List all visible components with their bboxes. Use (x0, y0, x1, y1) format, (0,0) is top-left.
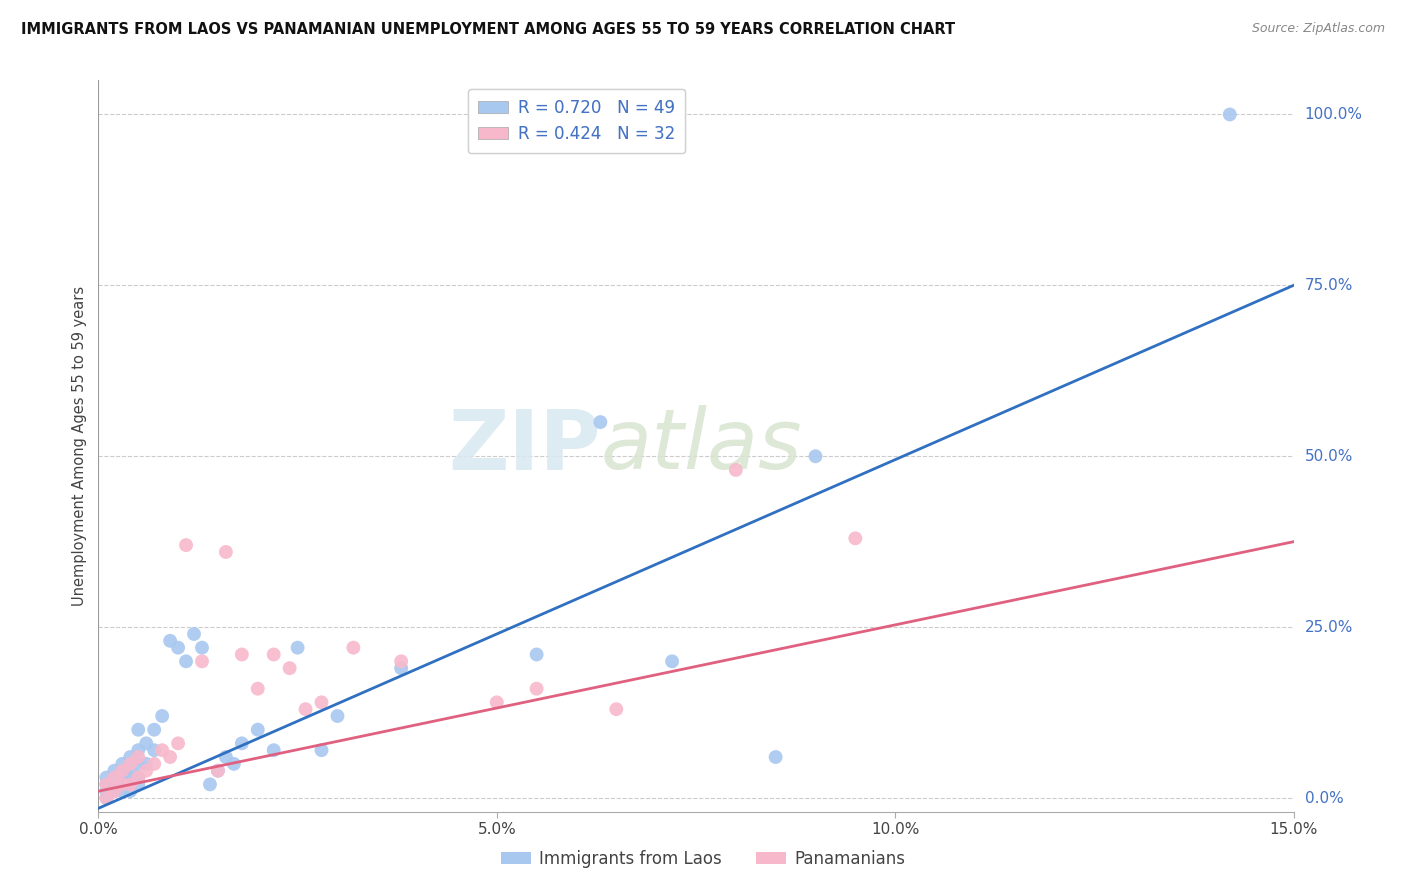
Text: 50.0%: 50.0% (1305, 449, 1353, 464)
Point (120, 764, 142, 778)
Point (127, 756, 149, 771)
Point (127, 743, 149, 757)
Point (135, 764, 157, 778)
Point (605, 702, 627, 716)
Legend: R = 0.720   N = 49, R = 0.424   N = 32: R = 0.720 N = 49, R = 0.424 N = 32 (468, 88, 685, 153)
Point (174, 538, 197, 552)
Text: ZIP: ZIP (449, 406, 600, 486)
Point (127, 771, 149, 785)
Point (246, 681, 269, 696)
Text: atlas: atlas (600, 406, 801, 486)
Point (120, 771, 142, 785)
Point (120, 777, 142, 791)
Point (765, 750, 787, 764)
Point (389, 661, 412, 675)
Point (174, 654, 197, 668)
Point (96, 791, 118, 805)
Point (96, 771, 118, 785)
Point (127, 723, 149, 737)
Point (111, 764, 134, 778)
Point (661, 654, 683, 668)
Point (222, 756, 245, 771)
Point (215, 750, 238, 764)
Point (231, 648, 253, 662)
Point (311, 695, 333, 709)
Point (278, 661, 301, 675)
Point (167, 736, 190, 750)
Y-axis label: Unemployment Among Ages 55 to 59 years: Unemployment Among Ages 55 to 59 years (72, 286, 87, 606)
Point (96, 791, 118, 805)
Point (263, 743, 285, 757)
Legend: Immigrants from Laos, Panamanians: Immigrants from Laos, Panamanians (495, 844, 911, 875)
Point (120, 756, 142, 771)
Point (111, 777, 134, 791)
Point (263, 648, 285, 662)
Point (111, 771, 134, 785)
Point (96, 784, 118, 798)
Text: 100.0%: 100.0% (1305, 107, 1362, 122)
Point (724, 463, 747, 477)
Point (120, 784, 142, 798)
Text: 25.0%: 25.0% (1305, 620, 1353, 634)
Point (111, 784, 134, 798)
Point (150, 709, 173, 723)
Point (526, 648, 548, 662)
Point (485, 695, 508, 709)
Point (103, 771, 125, 785)
Point (231, 736, 253, 750)
Point (167, 640, 190, 655)
Point (311, 743, 333, 757)
Point (127, 777, 149, 791)
Point (127, 750, 149, 764)
Point (143, 756, 166, 771)
Point (143, 743, 166, 757)
Point (287, 640, 309, 655)
Point (103, 771, 125, 785)
Point (526, 681, 548, 696)
Text: 0.0%: 0.0% (1305, 790, 1343, 805)
Point (135, 736, 157, 750)
Point (191, 654, 214, 668)
Point (246, 723, 269, 737)
Text: Source: ZipAtlas.com: Source: ZipAtlas.com (1251, 22, 1385, 36)
Point (389, 654, 412, 668)
Point (198, 777, 221, 791)
Point (111, 777, 134, 791)
Point (103, 777, 125, 791)
Point (120, 750, 142, 764)
Point (135, 756, 157, 771)
Point (103, 764, 125, 778)
Point (589, 415, 612, 429)
Point (342, 640, 364, 655)
Point (844, 531, 866, 545)
Point (804, 449, 827, 463)
Point (207, 764, 229, 778)
Point (150, 743, 173, 757)
Text: IMMIGRANTS FROM LAOS VS PANAMANIAN UNEMPLOYMENT AMONG AGES 55 TO 59 YEARS CORREL: IMMIGRANTS FROM LAOS VS PANAMANIAN UNEMP… (21, 22, 955, 37)
Point (159, 750, 181, 764)
Point (207, 764, 229, 778)
Point (111, 756, 134, 771)
Point (103, 784, 125, 798)
Point (96, 777, 118, 791)
Point (96, 777, 118, 791)
Point (159, 633, 181, 648)
Point (1219, 107, 1241, 121)
Point (191, 640, 214, 655)
Point (143, 723, 166, 737)
Text: 75.0%: 75.0% (1305, 277, 1353, 293)
Point (183, 627, 205, 641)
Point (103, 784, 125, 798)
Point (120, 777, 142, 791)
Point (294, 702, 316, 716)
Point (326, 709, 349, 723)
Point (127, 771, 149, 785)
Point (215, 545, 238, 559)
